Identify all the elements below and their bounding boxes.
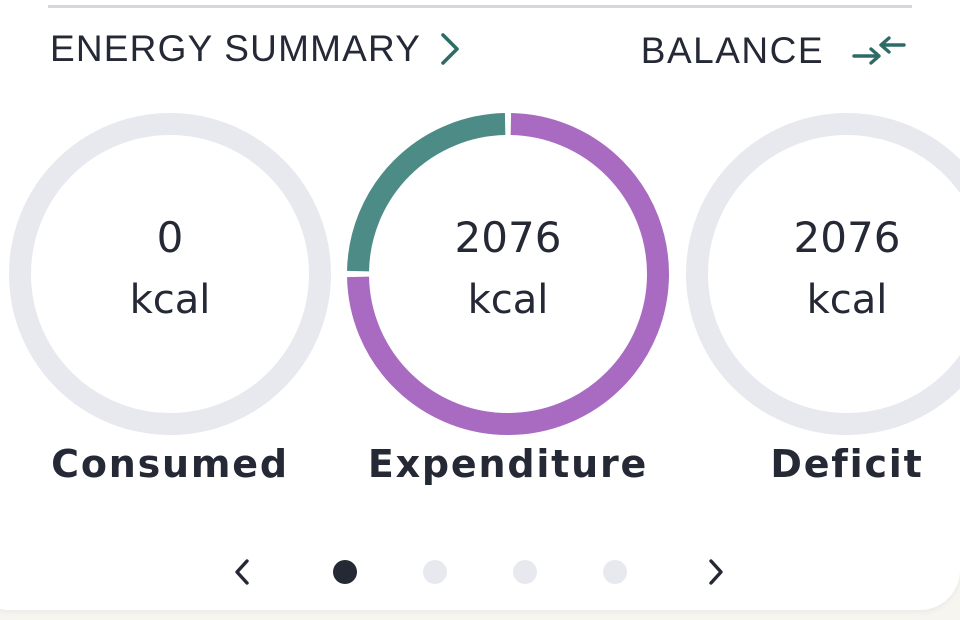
consumed-ring-graphic: [9, 113, 331, 435]
expenditure-value: 2076: [454, 213, 562, 262]
consumed-label: Consumed: [51, 442, 289, 486]
deficit-unit: kcal: [806, 277, 888, 323]
chevron-right-icon: [439, 32, 461, 66]
divider: [48, 5, 912, 8]
expenditure-segment-2: [347, 113, 506, 272]
page-dot-1[interactable]: [333, 560, 357, 584]
next-page-button[interactable]: [696, 552, 736, 592]
expenditure-segment-1: [347, 113, 669, 435]
balance-toggle[interactable]: BALANCE: [641, 30, 908, 72]
swap-arrows-icon: [852, 33, 908, 69]
chevron-left-icon: [235, 559, 249, 585]
deficit-ring-graphic: [686, 113, 960, 435]
chevron-right-icon: [709, 559, 723, 585]
expenditure-unit: kcal: [467, 277, 549, 323]
page-dot-2[interactable]: [423, 560, 447, 584]
deficit-label: Deficit: [770, 442, 924, 486]
deficit-value: 2076: [793, 213, 901, 262]
balance-label: BALANCE: [640, 30, 824, 71]
page-dot-4[interactable]: [603, 560, 627, 584]
expenditure-ring[interactable]: 2076 kcal: [346, 112, 670, 436]
previous-page-button[interactable]: [222, 552, 262, 592]
consumed-unit: kcal: [129, 277, 211, 323]
page-dot-3[interactable]: [513, 560, 537, 584]
expenditure-label: Expenditure: [367, 442, 649, 486]
carousel-pager: [0, 552, 960, 592]
expenditure-ring-graphic: [347, 113, 669, 435]
energy-summary-link[interactable]: ENERGY SUMMARY: [50, 28, 461, 70]
section-title: ENERGY SUMMARY: [50, 28, 422, 69]
deficit-ring[interactable]: 2076 kcal: [685, 112, 960, 436]
consumed-value: 0: [156, 213, 184, 262]
consumed-ring[interactable]: 0 kcal: [8, 112, 332, 436]
